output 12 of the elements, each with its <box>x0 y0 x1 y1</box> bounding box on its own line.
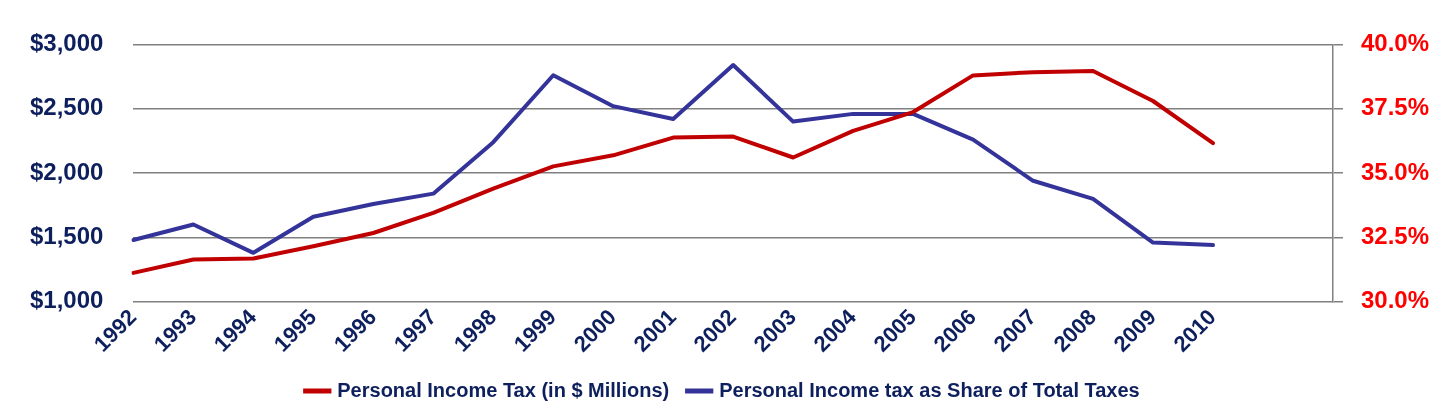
y-tick-label: $2,000 <box>30 157 104 185</box>
y2-tick-label: 30.0% <box>1360 286 1430 314</box>
y2-tick-label: 32.5% <box>1360 222 1430 250</box>
y2-tick-label: 35.0% <box>1360 157 1430 185</box>
legend-label: Personal Income Tax (in $ Millions) <box>337 378 670 401</box>
y-tick-label: $1,500 <box>30 222 104 250</box>
y2-tick-label: 40.0% <box>1360 29 1430 57</box>
y-tick-label: $2,500 <box>30 93 104 121</box>
y-tick-label: $1,000 <box>30 286 104 314</box>
y2-tick-label: 37.5% <box>1360 93 1430 121</box>
legend-label: Personal Income tax as Share of Total Taxes <box>719 378 1140 401</box>
y-tick-label: $3,000 <box>30 29 104 57</box>
